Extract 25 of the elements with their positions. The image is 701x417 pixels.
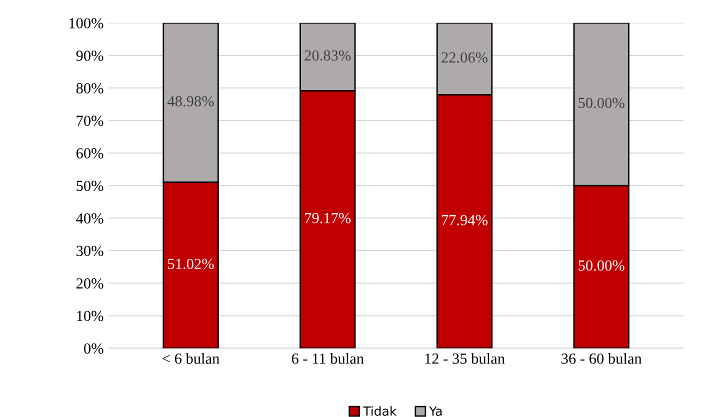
data-label: 79.17%	[305, 212, 351, 224]
y-tick-label: 10%	[77, 310, 104, 322]
data-label: 51.02%	[168, 258, 214, 270]
data-label: 20.83%	[304, 50, 351, 61]
y-tick-label: 80%	[76, 83, 104, 94]
y-tick-label: 0%	[84, 343, 104, 354]
y-tick-label: 100%	[69, 18, 104, 28]
data-label: 22.06%	[442, 52, 488, 63]
x-tick-label: < 6 bulan	[162, 353, 220, 364]
x-tick-label: 6 - 11 bulan	[292, 353, 364, 364]
legend-label: Tidak	[363, 406, 397, 416]
data-label: 77.94%	[442, 214, 488, 226]
data-label: 50.00%	[578, 260, 624, 271]
y-tick-label: 50%	[76, 180, 104, 192]
y-tick-label: 90%	[76, 50, 104, 61]
x-tick-label: 12 - 35 bulan	[425, 353, 505, 364]
y-tick-label: 20%	[76, 278, 104, 289]
y-tick-label: 40%	[76, 213, 104, 224]
x-tick-label: 36 - 60 bulan	[562, 353, 642, 364]
data-label: 50.00%	[578, 98, 624, 108]
data-label: 48.98%	[168, 96, 214, 106]
y-tick-label: 60%	[76, 148, 104, 159]
y-tick-label: 30%	[76, 246, 104, 256]
y-tick-label: 70%	[76, 116, 104, 126]
legend-label: Ya	[429, 406, 442, 416]
